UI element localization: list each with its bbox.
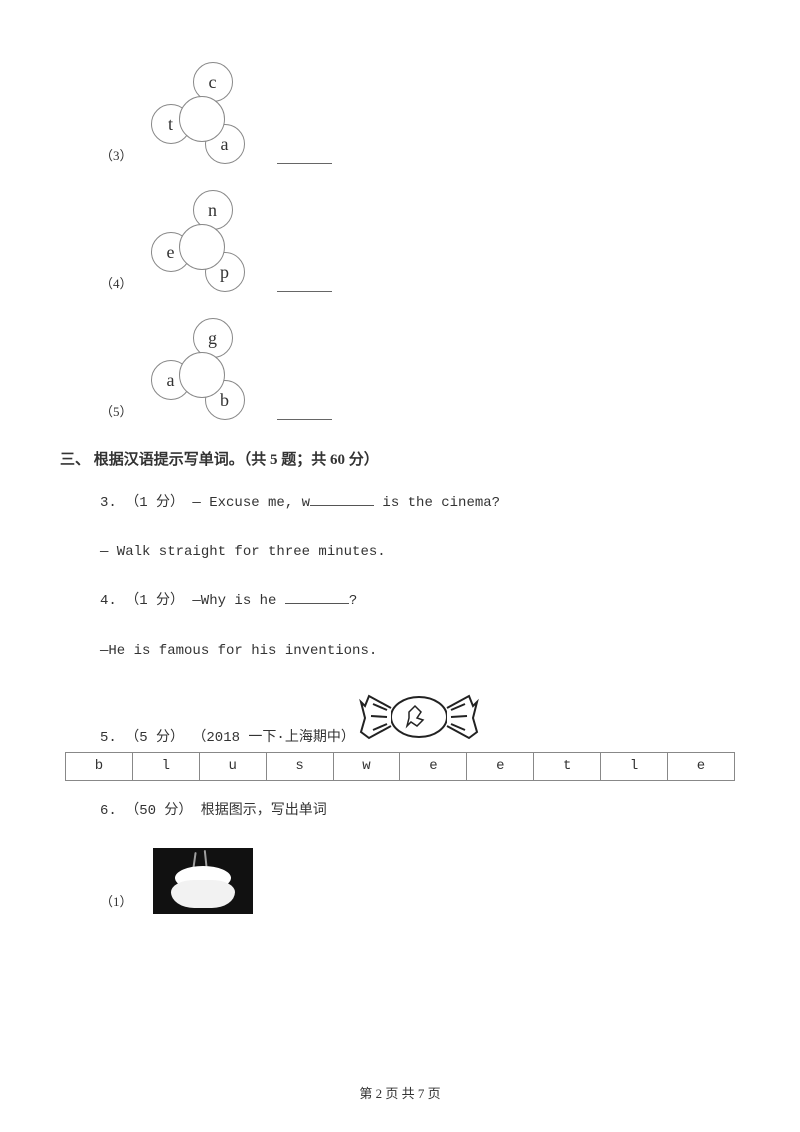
fill-blank[interactable] bbox=[285, 590, 349, 604]
q6-sub-number: （1） bbox=[100, 891, 133, 910]
q4-prefix: 4. （1 分） —Why is he bbox=[100, 593, 285, 609]
question-3-line1: 3. （1 分） — Excuse me, w is the cinema? bbox=[100, 491, 740, 516]
circle-diagram: c t a bbox=[143, 62, 263, 172]
letter-cell: u bbox=[199, 752, 266, 780]
fill-blank[interactable] bbox=[310, 492, 374, 506]
letter-cell: l bbox=[132, 752, 199, 780]
section-3-header: 三、 根据汉语提示写单词。（共 5 题；共 60 分） bbox=[60, 448, 740, 469]
page-footer: 第 2 页 共 7 页 bbox=[0, 1083, 800, 1102]
center-circle bbox=[179, 352, 225, 398]
letter-cell: e bbox=[467, 752, 534, 780]
circle-diagram: n e p bbox=[143, 190, 263, 300]
table-row: b l u s w e e t l e bbox=[66, 752, 735, 780]
letter-cell: b bbox=[66, 752, 133, 780]
question-4-line2: —He is famous for his inventions. bbox=[100, 639, 740, 664]
question-6-sub1: （1） bbox=[100, 848, 740, 918]
question-3-diagram: （3） c t a bbox=[100, 62, 740, 172]
question-5-row: 5. （5 分） （2018 一下·上海期中） bbox=[100, 688, 740, 746]
q-number: （3） bbox=[100, 145, 133, 164]
q3-suffix: is the cinema? bbox=[374, 495, 500, 511]
candy-icon bbox=[359, 688, 479, 746]
center-circle bbox=[179, 224, 225, 270]
q-number: （5） bbox=[100, 401, 133, 420]
q4-suffix: ? bbox=[349, 593, 357, 609]
question-3-line2: — Walk straight for three minutes. bbox=[100, 540, 740, 565]
answer-blank[interactable] bbox=[277, 163, 332, 164]
question-4-line1: 4. （1 分） —Why is he ? bbox=[100, 589, 740, 614]
letter-cell: t bbox=[534, 752, 601, 780]
rice-photo bbox=[153, 848, 253, 914]
question-6-text: 6. （50 分） 根据图示，写出单词 bbox=[100, 799, 740, 824]
answer-blank[interactable] bbox=[277, 291, 332, 292]
letter-cell: e bbox=[668, 752, 735, 780]
circle-diagram: g a b bbox=[143, 318, 263, 428]
question-4-diagram: （4） n e p bbox=[100, 190, 740, 300]
letter-cell: l bbox=[601, 752, 668, 780]
question-5-diagram: （5） g a b bbox=[100, 318, 740, 428]
q5-prefix: 5. （5 分） （2018 一下·上海期中） bbox=[100, 726, 355, 746]
answer-blank[interactable] bbox=[277, 419, 332, 420]
q3-prefix: 3. （1 分） — Excuse me, w bbox=[100, 495, 310, 511]
letter-table: b l u s w e e t l e bbox=[65, 752, 735, 781]
letter-cell: e bbox=[400, 752, 467, 780]
letter-cell: s bbox=[266, 752, 333, 780]
letter-cell: w bbox=[333, 752, 400, 780]
center-circle bbox=[179, 96, 225, 142]
q-number: （4） bbox=[100, 273, 133, 292]
